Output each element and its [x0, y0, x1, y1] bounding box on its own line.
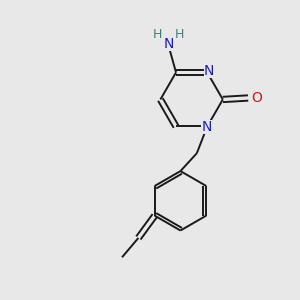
- Text: N: N: [164, 37, 174, 51]
- Text: N: N: [201, 120, 212, 134]
- Text: H: H: [175, 28, 184, 41]
- Text: H: H: [153, 28, 162, 41]
- Text: O: O: [251, 91, 262, 105]
- Text: N: N: [203, 64, 214, 78]
